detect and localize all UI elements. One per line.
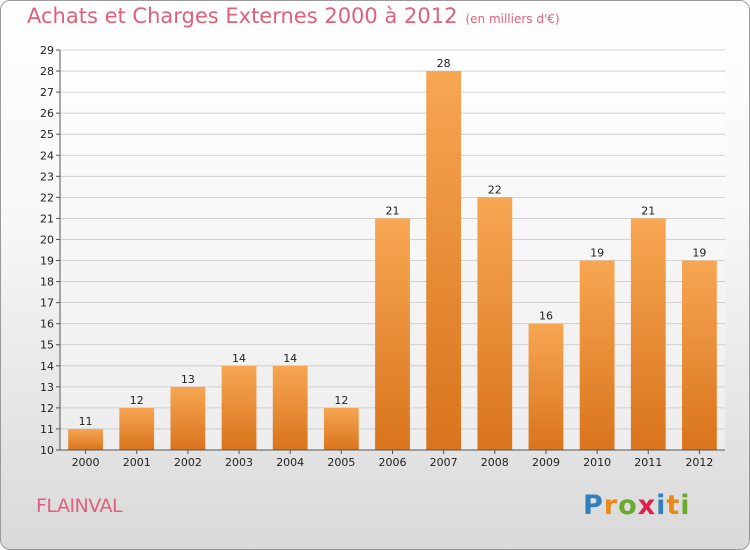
value-label-2008: 22 [488,183,502,196]
x-tick-label: 2002 [174,456,202,469]
x-tick-label: 2009 [532,456,560,469]
value-label-2001: 12 [130,394,144,407]
bar-2010 [579,260,615,450]
y-tick-label: 19 [40,255,54,268]
y-tick-label: 27 [40,86,54,99]
y-tick-label: 15 [40,339,54,352]
bar-2001 [119,407,155,450]
y-tick-label: 11 [40,423,54,436]
x-tick-label: 2006 [379,456,407,469]
value-label-2006: 21 [386,204,400,217]
x-tick-label: 2008 [481,456,509,469]
x-tick-label: 2004 [276,456,304,469]
y-tick-label: 16 [40,318,54,331]
bar-2000 [68,428,103,450]
value-label-2000: 11 [79,415,93,428]
logo-letter: i [680,490,691,521]
bar-2003 [221,365,257,450]
value-label-2005: 12 [334,394,348,407]
value-label-2003: 14 [232,352,246,365]
x-tick-label: 2000 [72,456,100,469]
y-tick-label: 24 [40,149,54,162]
x-tick-label: 2011 [634,456,662,469]
chart-title: Achats et Charges Externes 2000 à 2012 (e… [27,4,560,28]
y-tick-label: 12 [40,402,54,415]
y-tick-label: 23 [40,170,54,183]
logo-letter: t [666,490,681,521]
value-labels: 11 12 13 14 14 12 21 28 22 16 19 21 19 [79,57,707,428]
logo-letter: o [618,490,638,521]
logo-letter: i [656,490,667,521]
y-axis-ticks: 10 11 12 13 14 15 16 17 18 19 20 21 22 23 24 25 26 27 28 29 [40,44,60,457]
value-label-2007: 28 [437,57,451,70]
y-tick-label: 29 [40,44,54,57]
title-text: Achats et Charges Externes 2000 à 2012 [27,4,458,28]
y-tick-label: 26 [40,107,54,120]
bar-2012 [682,260,717,450]
bar-2007 [426,71,462,450]
y-tick-label: 17 [40,297,54,310]
y-tick-label: 28 [40,65,54,78]
bar-2004 [272,365,308,450]
bar-2005 [323,407,359,450]
bar-2006 [375,218,410,450]
x-tick-label: 2007 [430,456,458,469]
y-tick-label: 18 [40,276,54,289]
y-tick-label: 14 [40,360,54,373]
x-tick-label: 2012 [685,456,713,469]
value-label-2009: 16 [539,310,553,323]
logo-letter: x [637,490,657,521]
y-tick-label: 20 [40,233,54,246]
bars [68,71,717,450]
logo-letter: P [583,490,604,521]
chart-subtitle: (en milliers d'€) [465,12,560,26]
commune-name: FLAINVAL [36,495,123,517]
value-label-2004: 14 [283,352,297,365]
y-tick-label: 10 [40,444,54,457]
y-tick-label: 21 [40,212,54,225]
x-tick-label: 2005 [327,456,355,469]
bar-2002 [170,386,206,450]
logo-letter: r [603,490,619,521]
y-tick-label: 13 [40,381,54,394]
x-tick-label: 2010 [583,456,611,469]
y-tick-label: 22 [40,191,54,204]
value-label-2010: 19 [590,247,604,260]
value-label-2012: 19 [692,247,706,260]
bar-2009 [528,323,564,450]
proxiti-logo: Proxiti [583,490,691,521]
value-label-2011: 21 [641,204,655,217]
value-label-2002: 13 [181,373,195,386]
bar-2011 [630,218,666,450]
y-tick-label: 25 [40,128,54,141]
x-tick-label: 2001 [123,456,151,469]
x-axis-ticks: 2000 2001 2002 2003 2004 2005 2006 2007 2008 2009… [72,450,713,469]
x-tick-label: 2003 [225,456,253,469]
bar-2008 [477,197,513,450]
